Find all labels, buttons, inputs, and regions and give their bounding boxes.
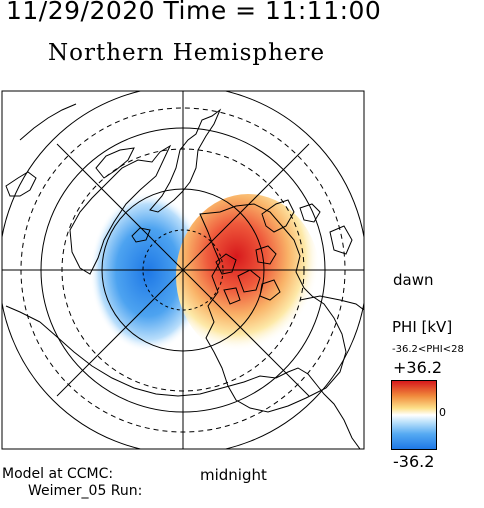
scandinavia-coastline: [95, 147, 135, 179]
run-label: Weimer_05 Run:: [28, 483, 143, 499]
negative-potential-cell: [90, 192, 206, 352]
colorbar-range: -36.2<PHI<28: [392, 344, 464, 355]
north-africa-coastline: [19, 103, 77, 141]
colorbar-min-label: -36.2: [393, 452, 435, 471]
asia-inland-coast: [5, 305, 41, 323]
dawn-label: dawn: [393, 271, 434, 289]
coastlines: [5, 103, 364, 449]
colorbar: [391, 380, 437, 450]
north-america-coastline: [199, 203, 347, 413]
japan-coastline: [5, 171, 37, 197]
baffin-coastline: [261, 199, 295, 233]
colorbar-max-label: +36.2: [393, 358, 443, 377]
greenland-coastline: [149, 108, 222, 213]
model-label: Model at CCMC:: [2, 466, 114, 482]
east-coastline: [299, 295, 364, 311]
hemisphere-title: Northern Hemisphere: [48, 40, 326, 66]
asia-coastline: [39, 321, 361, 449]
west-coast-islands: [299, 203, 353, 255]
map-frame: [1, 90, 365, 450]
arctic-archipelago: [215, 245, 281, 305]
midnight-label: midnight: [200, 466, 267, 484]
colorbar-zero-label: 0: [439, 406, 446, 419]
colorbar-title: PHI [kV]: [392, 318, 453, 336]
date-time-title: 11/29/2020 Time = 11:11:00: [6, 0, 382, 25]
iceland-coastline: [131, 227, 151, 243]
meridian-diagonal-2: [56, 143, 310, 397]
europe-coastline: [69, 144, 172, 275]
